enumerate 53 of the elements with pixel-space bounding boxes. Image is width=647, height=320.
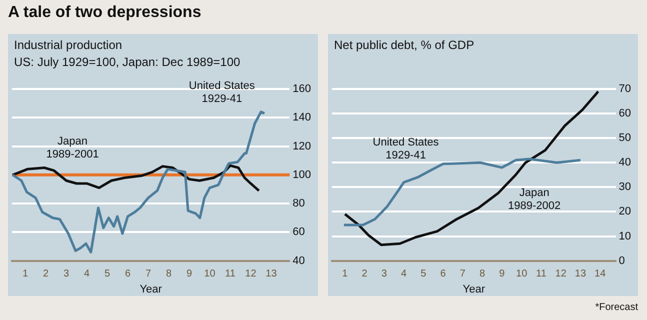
x-tick-label: 4: [401, 268, 408, 280]
y-tick-label: 120: [292, 140, 312, 152]
x-tick-label: 13: [266, 268, 278, 280]
x-tick-label: 7: [460, 268, 466, 280]
x-tick-label: 11: [225, 268, 236, 280]
y-tick-label: 50: [618, 132, 632, 144]
x-tick-label: 9: [499, 268, 506, 280]
x-tick-label: 14: [594, 268, 606, 280]
x-tick-label: 5: [104, 268, 110, 280]
x-tick-label: 9: [186, 268, 192, 280]
y-tick-label: 30: [618, 181, 632, 194]
x-tick-label: 12: [555, 268, 567, 280]
y-tick-label: 60: [292, 226, 305, 238]
chart-title: Net public debt, % of GDP: [333, 37, 476, 52]
x-tick-label: 11: [536, 268, 547, 280]
y-tick-label: 140: [292, 112, 312, 124]
y-tick-label: 40: [292, 254, 305, 267]
x-tick-label: 7: [145, 268, 152, 280]
annotation: United States 1929-41: [188, 80, 256, 105]
x-tick-label: 8: [480, 268, 486, 280]
x-tick-label: 2: [43, 268, 50, 280]
text: A tale of two depressions: [8, 4, 202, 22]
y-tick-label: 10: [618, 230, 632, 242]
x-tick-label: 6: [440, 268, 446, 280]
y-tick-label: 0: [618, 254, 625, 267]
annotation: United States 1929-41: [372, 136, 440, 162]
y-tick-label: 20: [618, 206, 632, 218]
x-tick-label: 10: [204, 268, 216, 280]
y-tick-label: 80: [292, 198, 305, 210]
text: *Forecast: [595, 302, 638, 313]
x-tick-label: 13: [574, 268, 586, 280]
x-tick-label: 5: [420, 268, 427, 280]
y-tick-label: 60: [618, 108, 632, 120]
x-axis-title: Year: [462, 283, 486, 296]
y-tick-label: 70: [618, 83, 632, 96]
x-axis-title: Year: [140, 283, 162, 296]
annotation: Japan 1989-2001: [46, 135, 99, 160]
x-tick-label: 1: [22, 268, 29, 280]
y-tick-label: 40: [618, 156, 632, 169]
x-tick-label: 3: [64, 268, 70, 280]
x-tick-label: 8: [166, 268, 172, 280]
y-tick-label: 100: [292, 168, 312, 181]
x-tick-label: 6: [124, 268, 131, 280]
chart-title: Industrial production: [13, 37, 124, 52]
x-tick-label: 10: [516, 268, 528, 280]
x-tick-label: 4: [84, 268, 90, 280]
x-tick-label: 2: [362, 268, 368, 280]
x-tick-label: 3: [381, 268, 388, 280]
chart-subtitle: US: July 1929=100, Japan: Dec 1989=100: [13, 54, 242, 71]
x-tick-label: 1: [342, 268, 348, 280]
y-tick-label: 160: [292, 83, 312, 96]
x-tick-label: 12: [245, 268, 257, 280]
annotation: Japan 1989-2002: [508, 187, 561, 212]
